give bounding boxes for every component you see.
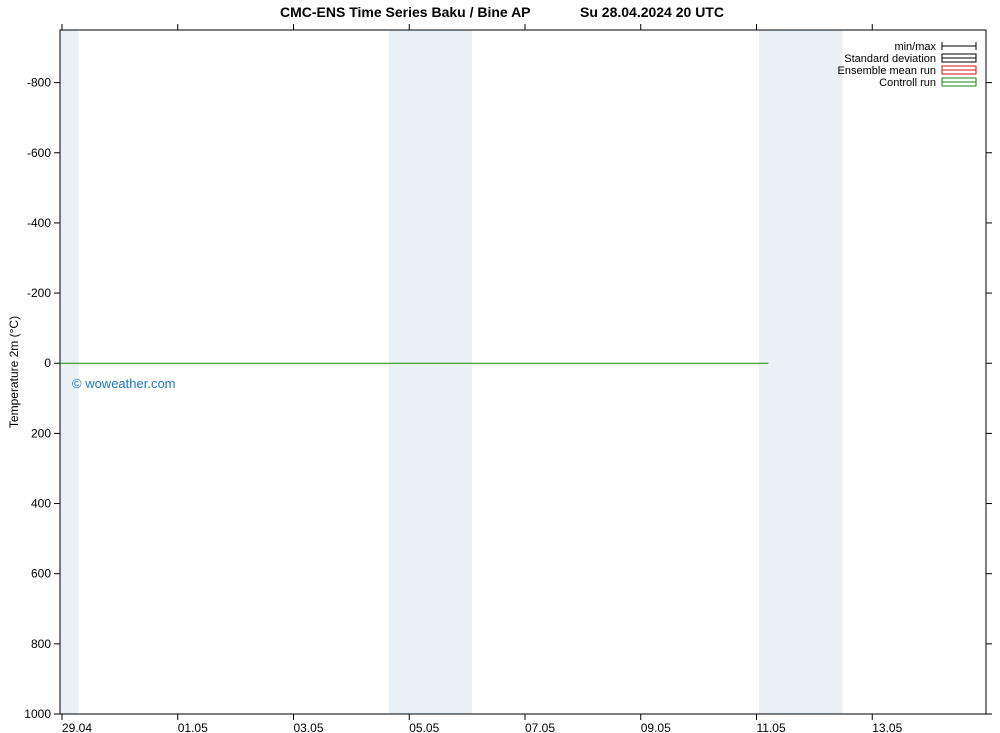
plot-frame — [60, 30, 986, 714]
y-tick-label: 600 — [31, 567, 51, 581]
temperature-chart: -800 -600 -400 -200 0 200 400 600 800 1000 29.04 01… — [0, 0, 1000, 733]
x-tick-label: 07.05 — [525, 721, 555, 733]
chart-title-right: Su 28.04.2024 20 UTC — [580, 4, 724, 20]
y-tick-label: -800 — [27, 76, 51, 90]
legend-label: Standard deviation — [844, 53, 936, 65]
legend-label: Controll run — [879, 77, 936, 89]
y-tick-label: 800 — [31, 637, 51, 651]
shaded-band — [389, 30, 472, 714]
y-axis-label: Temperature 2m (°C) — [7, 316, 21, 428]
y-tick-label: 200 — [31, 426, 51, 440]
x-tick-label: 03.05 — [294, 721, 324, 733]
legend-label: min/max — [894, 41, 936, 53]
watermark: © woweather.com — [72, 376, 176, 391]
x-tick-label: 09.05 — [641, 721, 671, 733]
chart-title-left: CMC-ENS Time Series Baku / Bine AP — [280, 4, 531, 20]
y-tick-label: -400 — [27, 216, 51, 230]
y-tick-label: 0 — [44, 356, 51, 370]
shaded-band — [60, 30, 79, 714]
x-tick-label: 11.05 — [757, 721, 786, 733]
x-tick-label: 29.04 — [62, 721, 92, 733]
y-tick-label: 1000 — [24, 707, 51, 721]
x-tick-label: 01.05 — [178, 721, 208, 733]
x-tick-label: 05.05 — [409, 721, 439, 733]
y-tick-label: 400 — [31, 497, 51, 511]
x-tick-label: 13.05 — [872, 721, 902, 733]
shaded-band — [759, 30, 842, 714]
y-tick-label: -600 — [27, 146, 51, 160]
legend-label: Ensemble mean run — [838, 65, 936, 77]
y-tick-label: -200 — [27, 286, 51, 300]
